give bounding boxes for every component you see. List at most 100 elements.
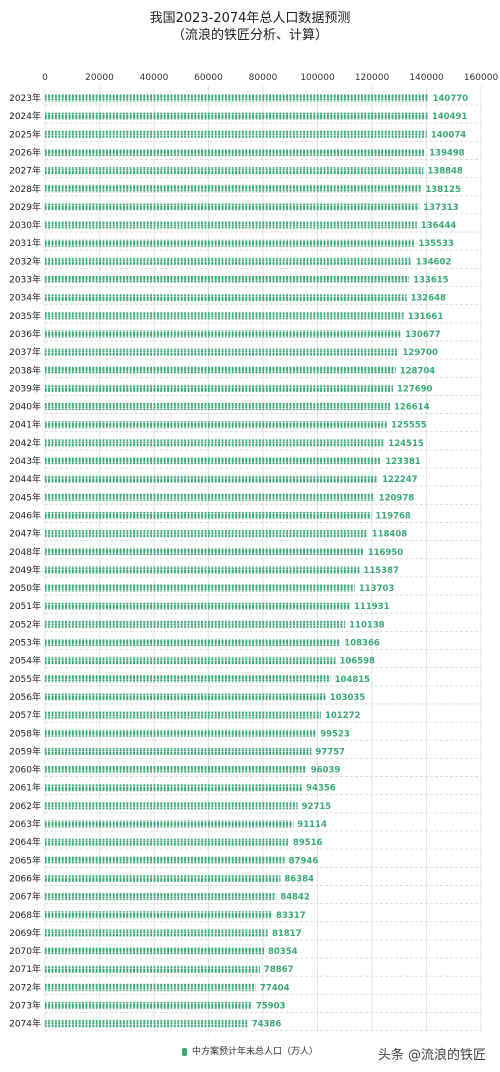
data-bar: [45, 566, 360, 574]
data-label: 130677: [405, 330, 441, 340]
data-label: 78867: [264, 965, 294, 975]
data-bar: [45, 239, 415, 247]
x-tick-label: 80000: [249, 73, 278, 83]
data-label: 125555: [391, 421, 427, 431]
category-label: 2059年: [9, 745, 41, 757]
category-label: 2024年: [9, 110, 41, 122]
category-label: 2023年: [9, 92, 41, 104]
data-bar: [45, 639, 341, 646]
data-bar: [45, 112, 428, 120]
data-bar: [45, 856, 285, 864]
data-bar: [45, 784, 303, 792]
x-tick-label: 100000: [300, 73, 335, 83]
category-label: 2054年: [9, 655, 41, 667]
category-label: 2070年: [9, 945, 41, 957]
data-label: 138848: [427, 167, 463, 177]
x-tick-label: 140000: [409, 73, 444, 83]
data-bar: [45, 167, 424, 175]
category-label: 2065年: [9, 854, 41, 866]
legend-swatch: [181, 1047, 187, 1056]
data-label: 140491: [432, 112, 468, 122]
data-bar: [45, 747, 312, 755]
data-bar: [45, 711, 321, 719]
data-bar: [45, 221, 417, 229]
data-label: 140074: [431, 130, 467, 140]
data-label: 111931: [354, 602, 390, 612]
data-bar: [45, 766, 307, 774]
category-label: 2036年: [9, 328, 41, 340]
data-bar: [45, 675, 331, 683]
data-bar: [45, 185, 422, 193]
category-label: 2030年: [9, 219, 41, 231]
data-bar: [45, 312, 404, 320]
watermark: 头条 @流浪的铁匠: [377, 1048, 486, 1063]
category-label: 2074年: [9, 1018, 41, 1030]
category-label: 2049年: [9, 564, 41, 576]
data-bar: [45, 548, 364, 556]
data-label: 110138: [349, 620, 385, 630]
data-bar: [45, 1002, 252, 1009]
data-bar: [45, 820, 294, 828]
data-bar: [45, 1020, 248, 1028]
category-label: 2046年: [9, 509, 41, 521]
category-label: 2051年: [9, 600, 41, 612]
data-bar: [45, 348, 399, 356]
category-label: 2040年: [9, 401, 41, 413]
category-label: 2031年: [9, 237, 41, 249]
category-label: 2058年: [9, 727, 41, 739]
data-bar: [45, 802, 298, 810]
chart-title: 我国2023-2074年总人口数据预测: [149, 11, 351, 26]
data-bar: [45, 584, 355, 592]
category-label: 2028年: [9, 183, 41, 195]
data-label: 126614: [394, 403, 430, 413]
data-label: 116950: [368, 548, 404, 558]
data-bar: [45, 911, 273, 919]
data-label: 129700: [402, 348, 438, 358]
data-label: 94356: [306, 784, 336, 794]
data-label: 127690: [397, 384, 433, 394]
category-label: 2043年: [9, 455, 41, 467]
category-label: 2033年: [9, 274, 41, 286]
category-label: 2073年: [9, 1000, 41, 1012]
data-bar: [45, 530, 368, 538]
data-bar: [45, 602, 351, 610]
data-label: 104815: [335, 675, 371, 685]
category-label: 2026年: [9, 146, 41, 158]
data-label: 131661: [408, 312, 444, 322]
data-label: 108366: [344, 639, 380, 649]
category-label: 2052年: [9, 618, 41, 630]
category-label: 2057年: [9, 709, 41, 721]
category-label: 2066年: [9, 872, 41, 884]
category-label: 2071年: [9, 963, 41, 975]
data-label: 135533: [418, 239, 454, 249]
data-bar: [45, 475, 379, 483]
category-label: 2064年: [9, 836, 41, 848]
category-label: 2034年: [9, 292, 41, 304]
data-bar: [45, 257, 412, 265]
category-label: 2072年: [9, 981, 41, 993]
data-bar: [45, 893, 277, 901]
category-label: 2056年: [9, 691, 41, 703]
data-bar: [45, 657, 336, 665]
x-tick-label: 0: [42, 73, 48, 83]
data-bar: [45, 457, 382, 465]
data-bar: [45, 94, 429, 102]
legend: 中方案预计年末总人口（万人）: [0, 1044, 500, 1057]
category-label: 2069年: [9, 927, 41, 939]
data-label: 74386: [252, 1020, 282, 1030]
data-label: 136444: [421, 221, 457, 231]
data-bar: [45, 439, 385, 447]
category-label: 2038年: [9, 364, 41, 376]
data-label: 83317: [276, 911, 306, 921]
category-label: 2045年: [9, 491, 41, 503]
data-bar: [45, 366, 396, 374]
data-bar: [45, 421, 388, 429]
category-label: 2029年: [9, 201, 41, 213]
data-label: 140770: [433, 94, 469, 104]
x-tick-label: 20000: [85, 73, 114, 83]
data-bar: [45, 294, 407, 302]
category-label: 2048年: [9, 546, 41, 558]
data-bar: [45, 929, 268, 937]
data-bar: [45, 203, 420, 211]
